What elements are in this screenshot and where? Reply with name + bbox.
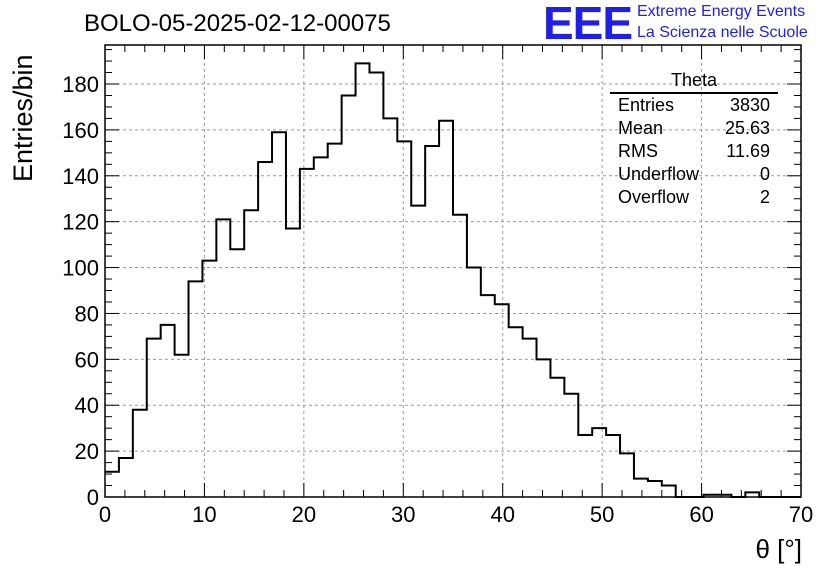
stats-label: Mean: [618, 118, 664, 138]
stats-row-overflow: Overflow 2: [610, 186, 778, 209]
x-axis-label: θ [°]: [755, 534, 802, 564]
stats-row-entries: Entries 3830: [610, 94, 778, 117]
x-tick-label: 70: [789, 502, 813, 527]
stats-box: Theta Entries 3830 Mean 25.63 RMS 11.69 …: [610, 70, 778, 209]
stats-value: 11.69: [726, 141, 770, 161]
stats-row-rms: RMS 11.69: [610, 140, 778, 163]
y-tick-label: 20: [75, 439, 99, 464]
stats-value: 0: [759, 164, 770, 184]
stats-label: Underflow: [618, 164, 700, 184]
y-tick-label: 160: [62, 118, 99, 143]
chart-title: BOLO-05-2025-02-12-00075: [84, 10, 391, 37]
eee-logo: EEE: [543, 0, 633, 49]
x-tick-label: 40: [490, 502, 514, 527]
y-tick-label: 100: [62, 256, 99, 281]
stats-value: 25.63: [724, 118, 770, 138]
x-tick-label: 60: [689, 502, 713, 527]
x-tick-label: 20: [292, 502, 316, 527]
plot-frame: [104, 44, 802, 498]
y-tick-label: 80: [75, 301, 99, 326]
y-tick-label: 140: [62, 164, 99, 189]
x-tick-label: 30: [391, 502, 415, 527]
y-tick-label: 40: [75, 393, 99, 418]
x-tick-label: 0: [99, 502, 111, 527]
stats-title: Theta: [610, 70, 778, 94]
y-tick-label: 180: [62, 72, 99, 97]
y-tick-label: 120: [62, 210, 99, 235]
y-tick-label: 0: [87, 485, 99, 510]
stats-label: Entries: [618, 95, 675, 115]
y-axis-label-wrapper: Entries/bin: [4, 54, 44, 310]
stats-label: Overflow: [618, 187, 690, 207]
stats-value: 2: [759, 187, 770, 207]
x-tick-label: 50: [590, 502, 614, 527]
logo-text-line2: La Scienza nelle Scuole: [637, 24, 808, 41]
stats-row-mean: Mean 25.63: [610, 117, 778, 140]
x-tick-label: 10: [192, 502, 216, 527]
y-axis-label: Entries/bin: [8, 54, 38, 182]
histogram-bars: [105, 62, 801, 498]
logo-text-line1: Extreme Energy Events: [637, 3, 806, 20]
stats-value: 3830: [729, 95, 770, 115]
stats-label: RMS: [618, 141, 658, 161]
y-tick-label: 60: [75, 347, 99, 372]
histogram-outline: [105, 62, 801, 498]
stats-row-underflow: Underflow 0: [610, 163, 778, 186]
x-axis-ticks: 0 10 20 30 40 50 60 70: [99, 45, 813, 527]
